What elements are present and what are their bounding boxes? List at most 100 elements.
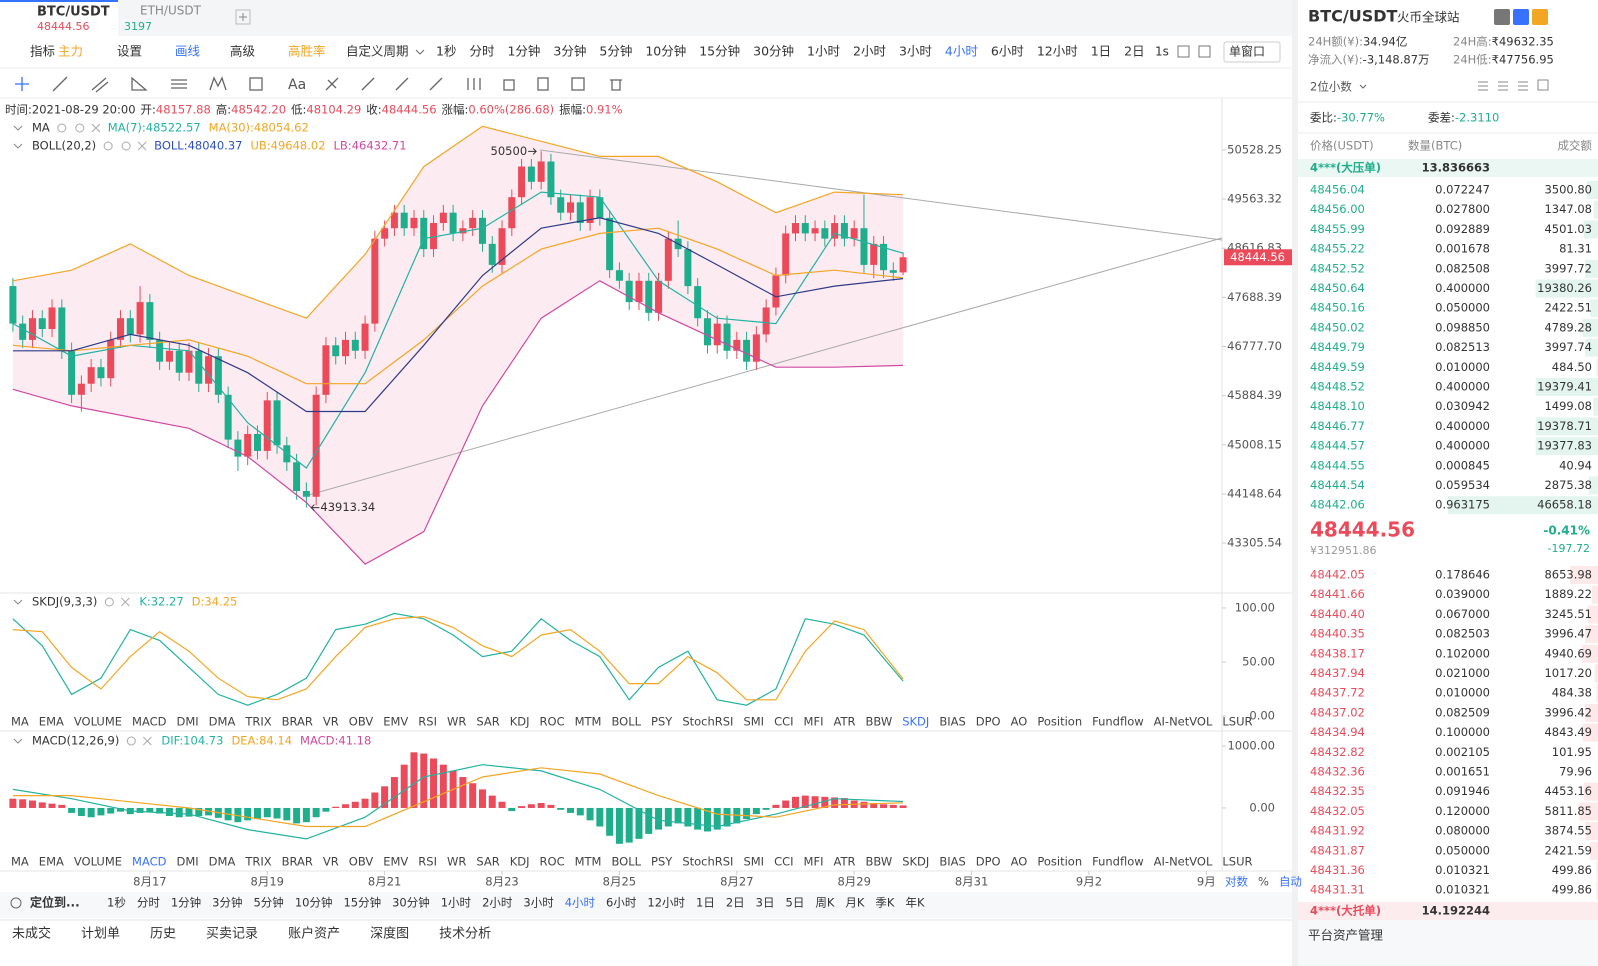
indicator-tab[interactable]: BOLL — [611, 715, 641, 729]
period[interactable]: 年K — [905, 896, 924, 910]
indicator-tab[interactable]: VR — [323, 855, 339, 869]
axis-control[interactable]: % — [1258, 875, 1269, 889]
indicator-tab[interactable]: BIAS — [939, 715, 965, 729]
order-price[interactable]: 48450.16 — [1310, 301, 1365, 315]
indicator-tab[interactable]: Position — [1037, 855, 1082, 869]
order-price[interactable]: 48440.35 — [1310, 627, 1365, 641]
period[interactable]: 30分钟 — [753, 44, 794, 59]
period[interactable]: 1秒 — [107, 896, 126, 910]
indicator-tab[interactable]: DPO — [976, 855, 1001, 869]
order-price[interactable]: 48452.52 — [1310, 261, 1365, 275]
axis-control[interactable]: 自动 — [1279, 875, 1302, 889]
indicator-tab[interactable]: MTM — [575, 855, 602, 869]
order-price[interactable]: 48437.02 — [1310, 705, 1365, 719]
period[interactable]: 10分钟 — [295, 896, 333, 910]
order-price[interactable]: 48434.94 — [1310, 725, 1365, 739]
indicator-tab[interactable]: ROC — [540, 715, 565, 729]
indicator-tab[interactable]: Fundflow — [1092, 855, 1144, 869]
period[interactable]: 1分钟 — [507, 44, 540, 59]
add-tab[interactable] — [235, 9, 251, 25]
indicator-tab[interactable]: EMV — [383, 715, 408, 729]
footer-tab[interactable]: 买卖记录 — [206, 927, 258, 942]
order-price[interactable]: 48449.79 — [1310, 340, 1365, 354]
period[interactable]: 5分钟 — [599, 44, 632, 59]
indicator-tab[interactable]: LSUR — [1222, 855, 1252, 869]
order-price[interactable]: 48432.82 — [1310, 745, 1365, 759]
order-price[interactable]: 48432.36 — [1310, 765, 1365, 779]
font-tool[interactable]: Aa — [288, 77, 306, 93]
order-price[interactable]: 48456.00 — [1310, 202, 1365, 216]
footer-tab[interactable]: 未成交 — [12, 926, 51, 942]
indicator-tab[interactable]: CCI — [774, 855, 793, 869]
tab-title[interactable]: BTC/USDT — [37, 5, 110, 20]
toolbar-item[interactable]: 设置 — [117, 44, 142, 59]
right-icons[interactable] — [1177, 41, 1281, 63]
indicator-tab[interactable]: BRAR — [282, 855, 313, 869]
order-price[interactable]: 48440.40 — [1310, 607, 1365, 621]
indicator-tab[interactable]: DMI — [177, 855, 199, 869]
footer-tab[interactable]: 历史 — [150, 927, 176, 942]
period[interactable]: 1秒 — [436, 44, 456, 59]
order-price[interactable]: 48431.92 — [1310, 824, 1365, 838]
period[interactable]: 分时 — [469, 44, 495, 59]
period[interactable]: 1日 — [696, 896, 715, 910]
indicator-tab[interactable]: DMI — [177, 715, 199, 729]
period[interactable]: 12小时 — [647, 896, 685, 910]
window-select[interactable]: 单窗口 — [1229, 45, 1265, 59]
indicator-tab[interactable]: BBW — [865, 715, 892, 729]
indicator-tab[interactable]: SAR — [476, 715, 499, 729]
period[interactable]: 1日 — [1091, 44, 1111, 59]
order-price[interactable]: 48450.64 — [1310, 281, 1365, 295]
indicator-tab[interactable]: RSI — [418, 855, 437, 869]
period[interactable]: 12小时 — [1037, 44, 1078, 59]
period[interactable]: 月K — [845, 896, 864, 910]
indicator-tab[interactable]: SKDJ — [902, 855, 929, 869]
indicator-tab[interactable]: KDJ — [510, 715, 530, 729]
indicator-tab[interactable]: MTM — [575, 715, 602, 729]
period[interactable]: 30分钟 — [392, 896, 430, 910]
period[interactable]: 5分钟 — [253, 896, 283, 910]
indicator-tab[interactable]: TRIX — [244, 855, 271, 869]
indicator-tab[interactable]: AO — [1011, 855, 1028, 869]
toolbar-item[interactable]: 高胜率 — [288, 44, 326, 59]
indicator-tab[interactable]: DPO — [976, 715, 1001, 729]
indicator-tab[interactable]: AI-NetVOL — [1154, 715, 1213, 729]
order-price[interactable]: 48444.57 — [1310, 439, 1365, 453]
period[interactable]: 5日 — [786, 896, 805, 910]
indicator-tab[interactable]: StochRSI — [682, 715, 733, 729]
indicator-tab[interactable]: MA — [11, 855, 29, 869]
period[interactable]: 周K — [815, 896, 834, 910]
period[interactable]: 1分钟 — [171, 896, 201, 910]
order-price[interactable]: 48456.04 — [1310, 183, 1365, 197]
toolbar-item[interactable]: 自定义周期 — [346, 44, 409, 59]
period[interactable]: 1小时 — [441, 896, 472, 910]
indicator-tab[interactable]: SMI — [743, 855, 764, 869]
order-price[interactable]: 48448.10 — [1310, 399, 1365, 413]
indicator-tab[interactable]: DMA — [209, 855, 236, 869]
order-price[interactable]: 48448.52 — [1310, 380, 1365, 394]
drawing-tools[interactable] — [15, 76, 622, 93]
order-price[interactable]: 48442.05 — [1310, 568, 1365, 582]
order-price[interactable]: 48449.59 — [1310, 360, 1365, 374]
period[interactable]: 季K — [875, 896, 894, 910]
indicator-tab[interactable]: KDJ — [510, 855, 530, 869]
indicator-tab[interactable]: AO — [1011, 715, 1028, 729]
footer-tab[interactable]: 计划单 — [81, 927, 120, 942]
period[interactable]: 6小时 — [606, 896, 637, 910]
indicator-tab[interactable]: OBV — [349, 715, 374, 729]
indicator-tab[interactable]: MACD — [132, 715, 167, 729]
indicator-tab[interactable]: RSI — [418, 715, 437, 729]
footer-tab[interactable]: 账户资产 — [288, 926, 340, 942]
indicator-tab[interactable]: EMV — [383, 855, 408, 869]
indicator-tab[interactable]: MA — [11, 715, 29, 729]
indicator-tab[interactable]: SAR — [476, 855, 499, 869]
period[interactable]: 3小时 — [523, 896, 554, 910]
indicator-tab[interactable]: MACD — [132, 855, 167, 869]
tab-title[interactable]: ETH/USDT — [140, 4, 202, 18]
indicator-tab[interactable]: BBW — [865, 855, 892, 869]
indicator-tab[interactable]: DMA — [209, 715, 236, 729]
indicator-tab[interactable]: PSY — [651, 855, 673, 869]
period[interactable]: 2小时 — [853, 44, 886, 59]
indicator-tab[interactable]: MFI — [804, 715, 824, 729]
indicator-tab[interactable]: VOLUME — [74, 715, 122, 729]
